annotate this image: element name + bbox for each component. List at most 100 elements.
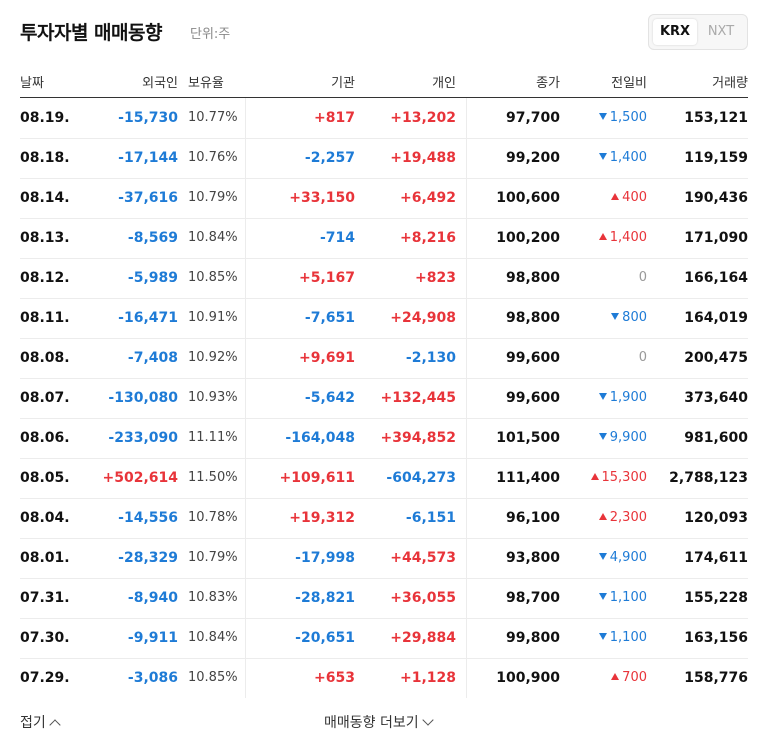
row-divider	[20, 258, 748, 259]
table-cell: 99,600	[505, 350, 560, 366]
table-cell: -2,257	[304, 150, 355, 166]
table-cell: -5,642	[304, 390, 355, 406]
table-cell: 10.84%	[188, 230, 238, 245]
table-cell: +653	[314, 670, 355, 686]
table-cell: 155,228	[684, 590, 748, 606]
row-divider	[20, 578, 748, 579]
table-cell: 11.11%	[188, 430, 238, 445]
table-cell: 10.91%	[188, 310, 238, 325]
change-arrow	[598, 513, 607, 520]
column-header: 거래량	[712, 76, 748, 91]
table-cell: 07.31.	[20, 590, 70, 606]
more-label: 매매동향 더보기	[324, 715, 419, 731]
column-header: 종가	[536, 76, 560, 91]
table-cell: 174,611	[684, 550, 748, 566]
table-cell: 171,090	[684, 230, 748, 246]
table-cell: 981,600	[684, 430, 748, 446]
more-button[interactable]: 매매동향 더보기	[324, 712, 434, 732]
table-cell: 96,100	[505, 510, 560, 526]
title: 투자자별 매매동향	[20, 22, 162, 44]
table-cell: 10.92%	[188, 350, 238, 365]
chevron	[421, 714, 434, 726]
table-cell: 10.83%	[188, 590, 238, 605]
table-cell: 99,200	[505, 150, 560, 166]
table-cell: +132,445	[380, 390, 457, 406]
table-cell: -6,151	[405, 510, 456, 526]
change-cell: 800	[611, 309, 647, 327]
unit: 단위:주	[190, 27, 231, 42]
table-cell: -20,651	[295, 630, 355, 646]
table-cell: -130,080	[108, 390, 178, 406]
tab[interactable]: NXT	[707, 24, 735, 39]
change-value: 1,900	[609, 390, 647, 405]
row-divider	[20, 498, 748, 499]
table-cell: -16,471	[118, 310, 178, 326]
table-cell: 08.08.	[20, 350, 70, 366]
table-cell: 98,700	[505, 590, 560, 606]
table-cell: 08.12.	[20, 270, 70, 286]
table-cell: +502,614	[102, 470, 179, 486]
table-cell: -7,651	[304, 310, 355, 326]
row-divider	[20, 138, 748, 139]
table-cell: -37,616	[118, 190, 178, 206]
change-value: 1,100	[609, 630, 647, 645]
row-divider	[20, 458, 748, 459]
table-cell: -14,556	[118, 510, 178, 526]
table-cell: 200,475	[684, 350, 748, 366]
table-cell: 08.04.	[20, 510, 70, 526]
table-cell: +36,055	[390, 590, 456, 606]
table-cell: 10.79%	[188, 550, 238, 565]
table-cell: 08.13.	[20, 230, 70, 246]
table-cell: 98,800	[505, 270, 560, 286]
table-cell: 97,700	[505, 110, 560, 126]
table-cell: -604,273	[386, 470, 456, 486]
row-divider	[20, 618, 748, 619]
change-cell: 9,900	[598, 429, 647, 447]
table-cell: +33,150	[289, 190, 355, 206]
change-value: 9,900	[609, 430, 647, 445]
table-cell: 10.84%	[188, 630, 238, 645]
change-arrow	[598, 593, 607, 600]
table-cell: 11.50%	[188, 470, 238, 485]
table-cell: 08.01.	[20, 550, 70, 566]
table-cell: 164,019	[684, 310, 748, 326]
table-cell: +817	[314, 110, 355, 126]
table-cell: +19,312	[289, 510, 355, 526]
header-line	[20, 97, 748, 98]
change-cell: 15,300	[590, 469, 648, 487]
collapse-button[interactable]: 접기	[20, 712, 61, 732]
column-header: 보유율	[188, 76, 224, 91]
row-divider	[20, 178, 748, 179]
table-cell: 08.11.	[20, 310, 70, 326]
table-cell: -17,998	[295, 550, 355, 566]
change-value: 800	[622, 310, 647, 325]
table-cell: 10.79%	[188, 190, 238, 205]
table-cell: +29,884	[390, 630, 456, 646]
change-value: 15,300	[601, 470, 648, 485]
table-cell: +13,202	[390, 110, 456, 126]
table-cell: 158,776	[684, 670, 748, 686]
table-cell: 07.29.	[20, 670, 70, 686]
table-cell: 111,400	[496, 470, 560, 486]
table-cell: 100,900	[496, 670, 560, 686]
column-header: 전일비	[611, 76, 647, 91]
table-cell: 10.93%	[188, 390, 238, 405]
table-cell: 100,200	[496, 230, 560, 246]
row-divider	[20, 338, 748, 339]
table-cell: 153,121	[684, 110, 748, 126]
change-arrow	[590, 473, 599, 480]
table-cell: -7,408	[127, 350, 178, 366]
table-cell: -9,911	[127, 630, 178, 646]
table-cell: 93,800	[505, 550, 560, 566]
change-arrow	[611, 193, 620, 200]
change-value: 1,100	[609, 590, 647, 605]
tab[interactable]: KRX	[653, 19, 697, 45]
change-cell: 700	[611, 669, 647, 687]
table-cell: 08.07.	[20, 390, 70, 406]
change-value: 400	[622, 190, 647, 205]
table-cell: -15,730	[118, 110, 178, 126]
table-cell: 08.18.	[20, 150, 70, 166]
table-cell: 190,436	[684, 190, 748, 206]
row-divider	[20, 298, 748, 299]
